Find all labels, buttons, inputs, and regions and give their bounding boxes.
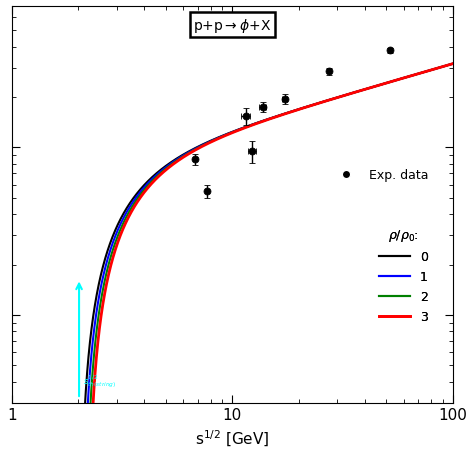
Legend: 0, 1, 2, 3: 0, 1, 2, 3 [374,223,433,328]
Text: p+p$\rightarrow\phi$+X: p+p$\rightarrow\phi$+X [193,17,271,35]
Text: $s^{1/2}_{th(string)}$: $s^{1/2}_{th(string)}$ [83,373,116,389]
X-axis label: s$^{1/2}$ [GeV]: s$^{1/2}$ [GeV] [195,428,269,448]
